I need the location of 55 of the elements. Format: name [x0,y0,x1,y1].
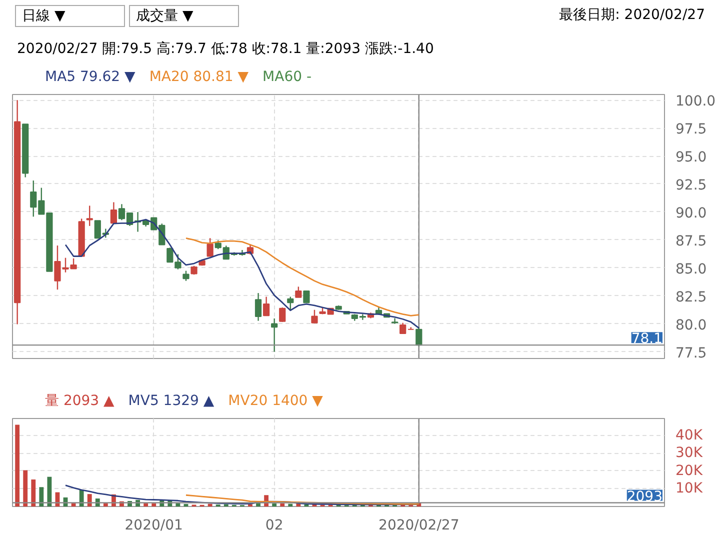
y-tick-label: 92.5 [676,177,707,194]
bar [23,470,28,506]
text: MA5 79.62 ▼ [45,69,136,85]
bar [288,504,293,506]
y-tick-label: 100.0 [676,94,716,110]
y-tick-label: 95.0 [676,150,707,166]
candlestick [262,296,270,316]
y-tick-label: 30K [676,445,704,462]
bar [208,504,212,506]
candlestick [416,326,422,347]
legend-label: MA60 - [262,69,312,85]
chart-subtitle: 2020/02/27 開:79.5 高:79.7 低:78 收:78.1 量:2093 漲跌:-1.40 [17,40,434,59]
bar [31,479,36,506]
y-tick-label: 85.0 [676,261,707,278]
text: MA20 80.81 ▼ [149,69,249,85]
y-tick-label: 77.5 [676,345,707,362]
candlestick [279,306,286,323]
ref-line-label: 2093 [626,488,663,505]
candlestick [86,205,93,227]
candlestick [271,318,278,352]
x-tick-label: 02 [265,518,284,534]
bar [280,503,285,506]
y-tick-label: 97.5 [676,122,707,138]
y-tick-label: 90.0 [676,205,707,222]
ref-line-label: 78.1 [631,331,662,348]
candlestick [311,309,318,324]
text: 最後日期: 2020/02/27 [559,6,705,25]
text: 成交量 ▼ [129,5,239,27]
candlestick [303,290,310,304]
candlestick [400,322,406,334]
candlestick [110,202,118,224]
y-tick-label: 10K [676,480,704,497]
x-tick-label: 2020/01 [124,518,183,534]
y-tick-label: 20K [676,462,704,479]
candlestick [391,318,398,324]
text: 量 2093 ▲ [45,393,114,409]
candlestick [295,286,302,298]
bar [272,503,277,506]
y-tick-label: 80.0 [676,317,707,334]
y-tick-label: 82.5 [676,289,707,306]
text: 日線 ▼ [15,5,125,27]
text: MV20 1400 ▼ [228,393,323,409]
x-tick-label: 2020/02/27 [378,518,460,534]
bar [47,476,52,506]
candlestick [206,238,214,257]
candlestick [287,296,294,310]
line-series [185,237,420,316]
candlestick [254,292,262,322]
bar [39,487,44,506]
candlestick [182,270,190,282]
y-tick-label: 87.5 [676,233,707,250]
text: MV5 1329 ▲ [128,393,214,409]
y-tick-label: 40K [676,427,704,444]
bar [15,424,20,506]
bar [152,503,156,506]
